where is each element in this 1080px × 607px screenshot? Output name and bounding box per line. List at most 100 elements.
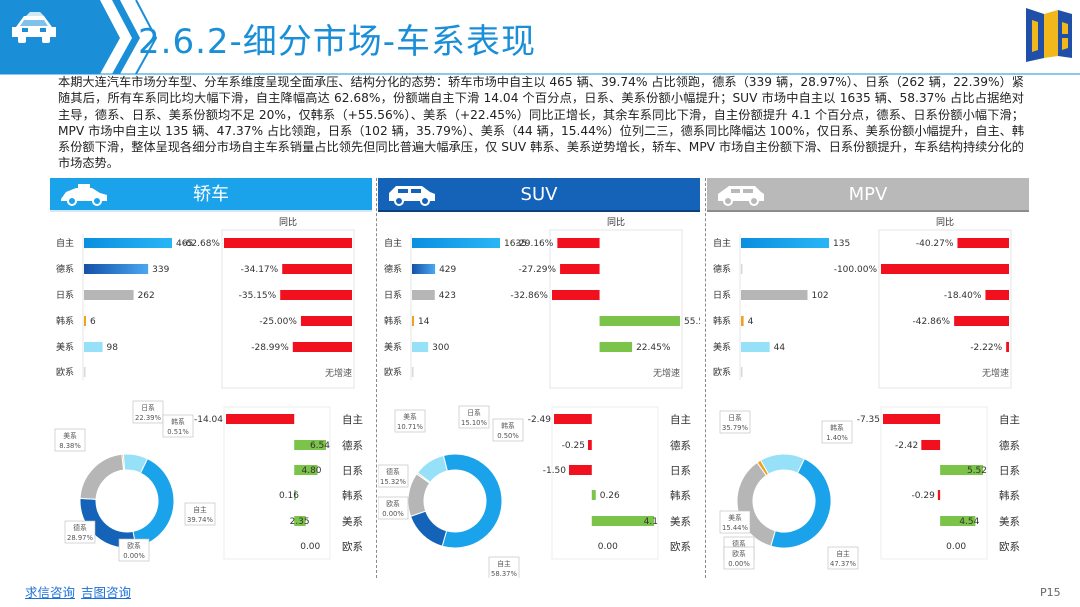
donut-label-name: 欧系 bbox=[732, 549, 746, 558]
footer-link-1[interactable]: 求信咨询 bbox=[25, 585, 76, 600]
donut-label-box bbox=[723, 546, 755, 570]
donut-label-box bbox=[458, 405, 490, 429]
sales-bar bbox=[84, 316, 86, 326]
sales-bar bbox=[84, 290, 134, 300]
share-change-category: 美系 bbox=[999, 515, 1020, 528]
sales-value: 423 bbox=[439, 291, 456, 301]
share-change-label: 0.00 bbox=[946, 542, 966, 552]
yoy-label: -18.40% bbox=[944, 291, 982, 301]
share-change-category: 欧系 bbox=[670, 541, 691, 553]
category-label: 日系 bbox=[384, 290, 402, 301]
yoy-title: 同比 bbox=[607, 216, 625, 228]
yoy-frame bbox=[221, 229, 355, 389]
yoy-frame bbox=[549, 229, 683, 389]
car-banner-icon bbox=[12, 12, 56, 43]
share-change-bar bbox=[591, 490, 596, 500]
yoy-title: 同比 bbox=[936, 216, 954, 228]
footer-link-2[interactable]: 吉图咨询 bbox=[81, 585, 132, 600]
donut-slice bbox=[441, 453, 503, 549]
sales-bar bbox=[741, 367, 743, 377]
category-label: 自主 bbox=[384, 237, 402, 249]
sales-bar bbox=[84, 238, 172, 248]
sales-value: 6 bbox=[90, 317, 96, 327]
sales-bar bbox=[741, 264, 743, 274]
donut-label-name: 韩系 bbox=[501, 421, 515, 430]
donut-label-value: 47.37% bbox=[830, 560, 856, 568]
share-change-label: -2.42 bbox=[895, 441, 918, 451]
category-label: 德系 bbox=[56, 263, 74, 275]
yoy-bar bbox=[282, 264, 352, 274]
sales-value: 135 bbox=[833, 239, 850, 249]
category-label: 德系 bbox=[384, 263, 402, 275]
yoy-bar bbox=[224, 238, 352, 248]
share-change-label: -0.29 bbox=[912, 491, 936, 501]
yoy-bar bbox=[957, 238, 1009, 248]
donut-label-box bbox=[827, 546, 859, 570]
sales-bar bbox=[412, 367, 414, 377]
sales-bar bbox=[741, 342, 770, 352]
share-change-label: -14.04 bbox=[194, 415, 223, 425]
donut-label-box bbox=[821, 420, 853, 444]
share-change-label: 4.54 bbox=[959, 517, 979, 527]
share-change-bar bbox=[940, 516, 976, 526]
donut-label-box bbox=[54, 428, 86, 452]
yoy-bar bbox=[599, 316, 680, 326]
panel-title: MPV bbox=[848, 184, 888, 205]
donut-label-box bbox=[132, 400, 164, 424]
share-change-category: 德系 bbox=[999, 439, 1020, 452]
yoy-label: -32.86% bbox=[510, 291, 548, 301]
yoy-bar bbox=[560, 264, 600, 274]
category-label: 美系 bbox=[713, 341, 731, 353]
share-change-frame bbox=[551, 406, 659, 560]
donut-label-value: 28.97% bbox=[67, 534, 93, 542]
summary-paragraph: 本期大连汽车市场分车型、分车系维度呈现全面承压、结构分化的态势：轿车市场中自主以… bbox=[58, 75, 1025, 171]
donut-label-box bbox=[378, 496, 409, 520]
yoy-label: -40.27% bbox=[916, 239, 954, 249]
brand-logo bbox=[1026, 8, 1072, 62]
yoy-title: 同比 bbox=[279, 216, 297, 228]
category-label: 日系 bbox=[713, 290, 731, 301]
sales-bar bbox=[412, 238, 500, 248]
share-change-category: 欧系 bbox=[999, 541, 1020, 553]
suv-panel: SUV 自主 1635 德系 429 日系 423 韩系 14 美系 300 欧系 同比 -29.16%… bbox=[378, 178, 700, 578]
category-label: 韩系 bbox=[56, 315, 74, 327]
suv-icon bbox=[389, 186, 435, 206]
share-change-category: 韩系 bbox=[670, 489, 691, 502]
share-change-bar bbox=[554, 414, 592, 424]
panel-header: SUV bbox=[378, 178, 700, 212]
yoy-label: -42.86% bbox=[913, 317, 951, 327]
yoy-bar bbox=[280, 290, 352, 300]
donut-label-value: 58.37% bbox=[491, 570, 517, 578]
page-title: 2.6.2-细分市场-车系表现 bbox=[138, 22, 537, 62]
donut-label-box bbox=[184, 502, 216, 526]
yoy-label: 55.56% bbox=[684, 317, 700, 327]
share-change-label: 0.00 bbox=[598, 542, 618, 552]
sales-bar bbox=[412, 290, 435, 300]
donut-slice bbox=[416, 454, 448, 483]
share-change-category: 德系 bbox=[342, 439, 363, 452]
panel-title: SUV bbox=[520, 184, 558, 205]
yoy-label: -25.00% bbox=[259, 317, 297, 327]
share-change-bar bbox=[587, 440, 592, 450]
sedan-panel: 轿车 自主 465 德系 339 日系 262 韩系 6 美系 98 欧系 同比 -62.68% -34.… bbox=[50, 178, 372, 578]
share-change-label: 5.52 bbox=[967, 466, 987, 476]
mpv-icon bbox=[718, 186, 764, 206]
sales-bar bbox=[741, 290, 808, 300]
panel-title: 轿车 bbox=[193, 184, 229, 205]
panel-header: 轿车 bbox=[50, 178, 372, 212]
donut-label-name: 韩系 bbox=[830, 423, 844, 432]
yoy-label: -35.15% bbox=[239, 291, 277, 301]
yoy-label: -100.00% bbox=[834, 265, 878, 275]
yoy-bar bbox=[552, 290, 600, 300]
donut-label-name: 欧系 bbox=[386, 499, 400, 508]
donut-label-name: 日系 bbox=[467, 408, 481, 417]
yoy-bar bbox=[300, 316, 352, 326]
donut-slice bbox=[770, 458, 832, 549]
share-change-bar bbox=[226, 414, 295, 424]
share-change-label: -2.49 bbox=[528, 415, 552, 425]
donut-label-name: 美系 bbox=[728, 513, 742, 522]
yoy-bar bbox=[1006, 342, 1009, 352]
category-label: 欧系 bbox=[56, 366, 74, 378]
sales-bar bbox=[741, 316, 744, 326]
